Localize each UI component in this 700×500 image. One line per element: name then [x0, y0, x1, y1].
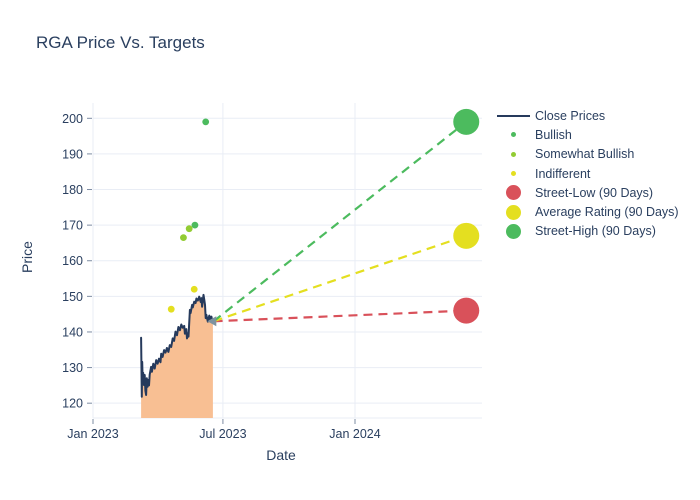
legend-line-swatch-icon: [496, 114, 530, 117]
legend-dot-swatch-icon: [496, 171, 530, 177]
svg-text:150: 150: [62, 290, 83, 304]
legend-item-average-rating-90-days[interactable]: Average Rating (90 Days): [496, 202, 679, 221]
legend-dot-swatch-icon: [496, 132, 530, 138]
svg-text:120: 120: [62, 397, 83, 411]
x-axis-title: Date: [266, 447, 296, 463]
svg-text:170: 170: [62, 219, 83, 233]
chart-title: RGA Price Vs. Targets: [36, 33, 205, 52]
legend-item-label: Street-High (90 Days): [535, 224, 656, 239]
axis-ticks: [87, 117, 356, 424]
street-high-90-days-marker[interactable]: [453, 108, 480, 135]
bullish-dot[interactable]: [191, 221, 199, 229]
svg-text:140: 140: [62, 325, 83, 339]
bullish-dot[interactable]: [202, 118, 210, 126]
svg-text:190: 190: [62, 147, 83, 161]
svg-text:160: 160: [62, 254, 83, 268]
gridlines: [92, 103, 482, 419]
last-price-triangle-left-icon: [207, 316, 217, 327]
indifferent-dots: [167, 285, 198, 313]
legend-item-label: Close Prices: [535, 108, 606, 123]
somewhat-bullish-dot[interactable]: [180, 234, 187, 241]
legend-item-label: Street-Low (90 Days): [535, 185, 654, 200]
average-rating-90-days-dashed-line: [213, 234, 467, 323]
x-tick-labels: Jan 2023 Jul 2023 Jan 2024: [67, 427, 380, 441]
legend: Close Prices Bullish Somewhat Bullish Indif…: [496, 106, 679, 241]
legend-dot-swatch-icon: [496, 151, 530, 157]
street-low-90-days-dashed-line: [213, 309, 467, 323]
legend-circle-swatch-icon: [496, 223, 530, 239]
legend-item-somewhat-bullish[interactable]: Somewhat Bullish: [496, 145, 679, 164]
indifferent-dot[interactable]: [190, 285, 198, 293]
svg-text:Jan 2024: Jan 2024: [329, 427, 380, 441]
svg-text:Jul 2023: Jul 2023: [199, 427, 246, 441]
y-axis-title: Price: [19, 241, 35, 273]
bullish-dots: [191, 118, 210, 229]
legend-item-label: Bullish: [535, 127, 572, 142]
svg-text:Jan 2023: Jan 2023: [67, 427, 118, 441]
legend-item-label: Somewhat Bullish: [535, 147, 635, 162]
close-price-line: [140, 293, 214, 398]
somewhat-bullish-dot[interactable]: [185, 225, 193, 233]
close-price-area: [141, 294, 213, 418]
legend-item-bullish[interactable]: Bullish: [496, 125, 679, 144]
average-rating-90-days-marker[interactable]: [453, 222, 480, 249]
legend-circle-swatch-icon: [496, 185, 530, 201]
legend-circle-swatch-icon: [496, 204, 530, 220]
legend-item-label: Average Rating (90 Days): [535, 205, 679, 220]
legend-item-indifferent[interactable]: Indifferent: [496, 164, 679, 183]
street-high-90-days-dashed-line: [212, 120, 467, 323]
legend-item-street-low-90-days[interactable]: Street-Low (90 Days): [496, 183, 679, 202]
svg-text:180: 180: [62, 183, 83, 197]
svg-text:130: 130: [62, 361, 83, 375]
indifferent-dot[interactable]: [167, 305, 175, 313]
legend-item-close-prices[interactable]: Close Prices: [496, 106, 679, 125]
legend-item-street-high-90-days[interactable]: Street-High (90 Days): [496, 222, 679, 241]
street-low-90-days-marker[interactable]: [453, 297, 480, 324]
y-tick-labels: 120 130 140 150 160 170 180 190 200: [62, 112, 83, 411]
legend-item-label: Indifferent: [535, 166, 591, 181]
somewhat-bullish-dots: [180, 225, 193, 241]
svg-text:200: 200: [62, 112, 83, 126]
